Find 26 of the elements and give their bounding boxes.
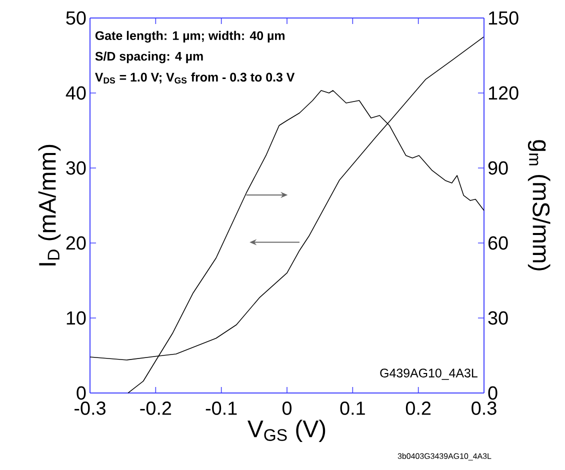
x-tick-label: -0.2 <box>140 402 172 415</box>
annotation: Gate length: 1 µm; width: 40 µm <box>95 30 284 43</box>
x-tick-label: 0.3 <box>472 402 496 415</box>
x-tick-label: 0.1 <box>340 402 365 415</box>
y-axis-title: I$_{D}$ (mA/mm) <box>38 144 61 266</box>
x-axis-title: V$_{GS}$ (V) <box>248 420 326 442</box>
y-tick-label: 10 <box>66 311 86 325</box>
y-tick-label: 20 <box>66 236 86 250</box>
x-tick-label: -0.1 <box>206 402 237 415</box>
annotation: S/D spacing: 4 µm <box>95 52 203 64</box>
y2-tick-label: 120 <box>488 86 518 100</box>
y2-tick-label: 0 <box>488 386 498 400</box>
y-tick-label: 0 <box>76 386 86 400</box>
x-tick-label: 0 <box>282 402 292 415</box>
y2-axis-title: g$_{m}$ (mS/mm) <box>528 140 550 270</box>
y-tick-label: 50 <box>66 11 86 25</box>
y-tick-label: 30 <box>66 161 86 175</box>
annotation: V$_{DS}$ = 1.0 V; V$_{GS}$ from - 0.3 to 0.3 V <box>95 72 295 84</box>
y2-tick-label: 30 <box>488 311 508 325</box>
y-tick-label: 40 <box>66 86 86 100</box>
y2-tick-label: 150 <box>488 11 518 25</box>
y2-tick-label: 60 <box>488 236 508 250</box>
y2-tick-label: 90 <box>488 161 508 175</box>
x-tick-label: -0.3 <box>74 402 106 415</box>
annotation: G439AG10_4A3L <box>380 368 478 380</box>
x-tick-label: 0.2 <box>406 402 431 415</box>
